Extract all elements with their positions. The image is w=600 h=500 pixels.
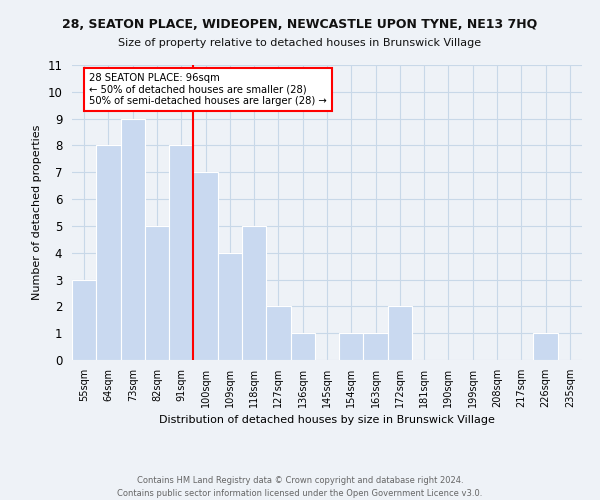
Bar [96, 146, 121, 360]
Text: 28 SEATON PLACE: 96sqm
← 50% of detached houses are smaller (28)
50% of semi-det: 28 SEATON PLACE: 96sqm ← 50% of detached… [89, 73, 327, 106]
Bar [290, 333, 315, 360]
Bar [72, 280, 96, 360]
Bar [145, 226, 169, 360]
Bar [388, 306, 412, 360]
Text: 28, SEATON PLACE, WIDEOPEN, NEWCASTLE UPON TYNE, NE13 7HQ: 28, SEATON PLACE, WIDEOPEN, NEWCASTLE UP… [62, 18, 538, 30]
Y-axis label: Number of detached properties: Number of detached properties [32, 125, 42, 300]
Bar [364, 333, 388, 360]
Bar [339, 333, 364, 360]
Bar [169, 146, 193, 360]
Bar [266, 306, 290, 360]
Bar [193, 172, 218, 360]
X-axis label: Distribution of detached houses by size in Brunswick Village: Distribution of detached houses by size … [159, 416, 495, 426]
Text: Size of property relative to detached houses in Brunswick Village: Size of property relative to detached ho… [118, 38, 482, 48]
Bar [533, 333, 558, 360]
Text: Contains HM Land Registry data © Crown copyright and database right 2024.
Contai: Contains HM Land Registry data © Crown c… [118, 476, 482, 498]
Bar [218, 252, 242, 360]
Bar [242, 226, 266, 360]
Bar [121, 118, 145, 360]
